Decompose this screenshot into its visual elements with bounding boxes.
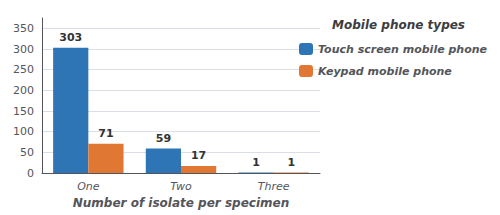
svg-text:1: 1 (287, 156, 295, 169)
svg-text:100: 100 (13, 125, 34, 138)
svg-text:One: One (77, 180, 100, 193)
svg-text:Number of isolate per specimen: Number of isolate per specimen (73, 196, 289, 210)
svg-text:50: 50 (20, 146, 34, 159)
svg-text:71: 71 (98, 127, 113, 140)
svg-text:Touch screen mobile phone: Touch screen mobile phone (318, 43, 488, 56)
svg-text:Keypad mobile phone: Keypad mobile phone (318, 65, 452, 78)
svg-text:Two: Two (170, 180, 192, 193)
svg-text:0: 0 (27, 167, 34, 180)
svg-text:1: 1 (252, 156, 260, 169)
svg-text:Mobile phone types: Mobile phone types (332, 18, 465, 32)
svg-text:59: 59 (156, 132, 171, 145)
svg-text:303: 303 (59, 31, 82, 44)
svg-text:350: 350 (13, 22, 34, 35)
svg-text:150: 150 (13, 105, 34, 118)
svg-text:300: 300 (13, 43, 34, 56)
svg-text:200: 200 (13, 84, 34, 97)
svg-text:17: 17 (191, 149, 206, 162)
svg-text:Three: Three (258, 180, 290, 193)
svg-text:250: 250 (13, 63, 34, 76)
